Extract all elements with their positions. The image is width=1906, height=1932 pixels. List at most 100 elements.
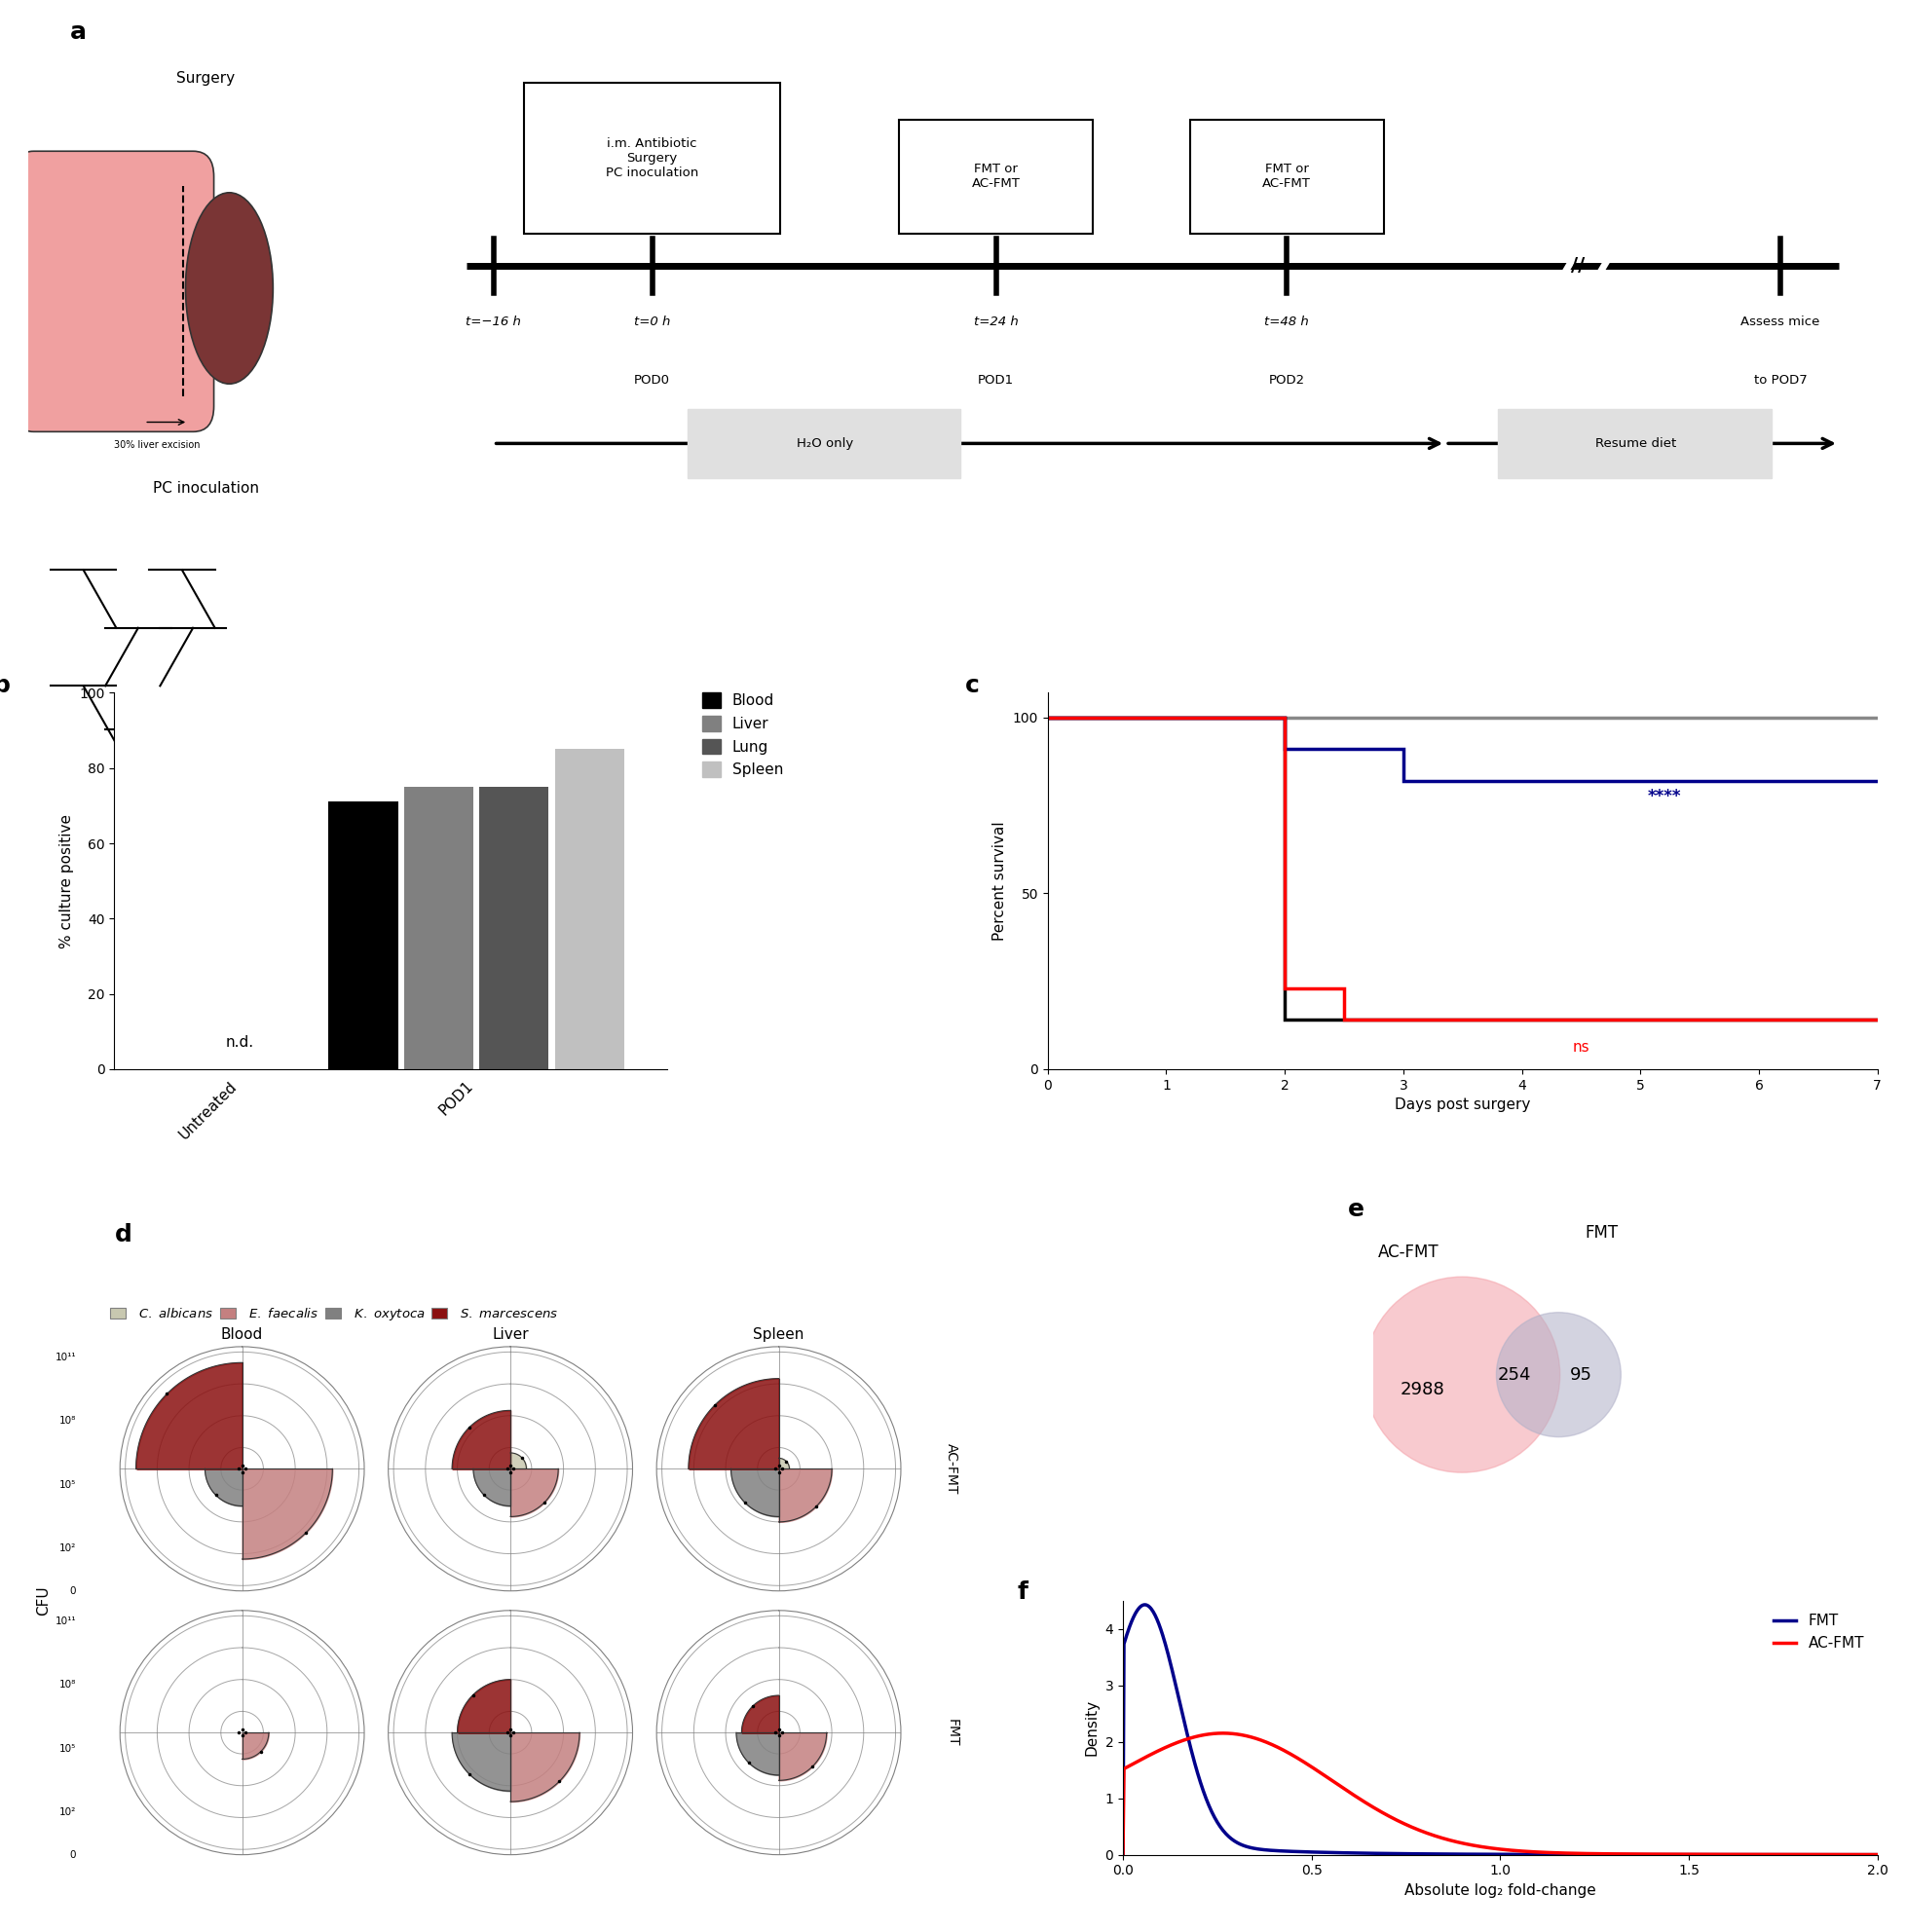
Text: POD0: POD0 [635, 375, 671, 386]
Text: t=0 h: t=0 h [635, 315, 671, 328]
FancyBboxPatch shape [524, 83, 780, 234]
Bar [328, 802, 398, 1068]
Text: 10⁵: 10⁵ [59, 1745, 76, 1754]
Y-axis label: Density: Density [1085, 1700, 1100, 1756]
Surgery + PC + FMT [1391, 769, 1414, 792]
Surgery + PC [1273, 1009, 1296, 1032]
Text: f: f [1018, 1580, 1027, 1604]
Text: AC-FMT: AC-FMT [1378, 1244, 1439, 1262]
Text: 0: 0 [71, 1586, 76, 1596]
Text: 10¹¹: 10¹¹ [55, 1617, 76, 1627]
AC-FMT [1111, 1843, 1134, 1866]
Surgery + PC [1866, 1009, 1889, 1032]
Text: 30% liver excision: 30% liver excision [114, 440, 200, 450]
Text: t=48 h: t=48 h [1264, 315, 1309, 328]
Text: t=24 h: t=24 h [974, 315, 1018, 328]
Text: PC inoculation: PC inoculation [152, 481, 259, 497]
AC-FMT [1866, 1843, 1889, 1866]
Text: FMT or
AC-FMT: FMT or AC-FMT [1262, 162, 1311, 191]
Text: ns: ns [1572, 1039, 1590, 1055]
FMT [1159, 1650, 1182, 1673]
Text: 10²: 10² [59, 1806, 76, 1818]
Surgery + PC + FMT [1866, 769, 1889, 792]
Text: b: b [0, 674, 10, 697]
FMT [1134, 1594, 1157, 1617]
FMT [1763, 1843, 1786, 1866]
AC-FMT [1551, 1841, 1574, 1864]
Text: 2988: 2988 [1401, 1381, 1445, 1399]
Title: Liver: Liver [492, 1327, 528, 1341]
Text: POD1: POD1 [978, 375, 1014, 386]
FancyBboxPatch shape [900, 120, 1092, 234]
Surgery + PC + AC-FMT [1037, 705, 1060, 728]
Text: 10⁵: 10⁵ [59, 1480, 76, 1490]
Text: Assess mice: Assess mice [1740, 315, 1820, 328]
X-axis label: Absolute log₂ fold-change: Absolute log₂ fold-change [1405, 1884, 1595, 1897]
FMT [1551, 1843, 1574, 1866]
Surgery + PC + FMT [1273, 705, 1296, 728]
FMT [1593, 1843, 1616, 1866]
Text: c: c [964, 674, 980, 697]
Surgery + PC + AC-FMT [1273, 978, 1296, 1001]
Ellipse shape [185, 193, 273, 384]
Circle shape [1496, 1312, 1620, 1437]
FancyBboxPatch shape [13, 151, 213, 431]
Text: POD2: POD2 [1269, 375, 1306, 386]
AC-FMT [1763, 1843, 1786, 1866]
FancyBboxPatch shape [688, 410, 961, 477]
Surgery + PC + AC-FMT [1866, 1009, 1889, 1032]
FancyBboxPatch shape [1189, 120, 1384, 234]
Text: 10¹¹: 10¹¹ [55, 1352, 76, 1362]
Text: FMT: FMT [1586, 1223, 1618, 1240]
Text: 10²: 10² [59, 1544, 76, 1553]
Surgery + PC + FMT [1037, 705, 1060, 728]
Text: ****: **** [1647, 788, 1681, 806]
Text: Surgery: Surgery [177, 71, 234, 85]
FancyBboxPatch shape [1498, 410, 1773, 477]
Title: Blood: Blood [221, 1327, 263, 1341]
Text: 10⁸: 10⁸ [59, 1681, 76, 1690]
Text: CFU: CFU [36, 1586, 51, 1615]
FMT [1111, 1843, 1134, 1866]
Surgery + PC + FMT [1391, 738, 1414, 761]
Bar [555, 750, 625, 1068]
AC-FMT [1685, 1843, 1708, 1866]
Surgery + PC [1273, 705, 1296, 728]
AC-FMT [1157, 1735, 1180, 1758]
Text: 0: 0 [71, 1849, 76, 1861]
Y-axis label: % culture positive: % culture positive [59, 813, 74, 949]
AC-FMT [1593, 1843, 1616, 1866]
Surgery + PC + AC-FMT [1332, 1009, 1355, 1032]
Legend: Blood, Liver, Lung, Spleen: Blood, Liver, Lung, Spleen [703, 694, 783, 777]
Line: AC-FMT: AC-FMT [1123, 1733, 1877, 1855]
Bar [480, 786, 549, 1068]
Text: a: a [71, 19, 88, 43]
Text: i.m. Antibiotic
Surgery
PC inoculation: i.m. Antibiotic Surgery PC inoculation [606, 137, 698, 180]
Surgery + PC [1037, 705, 1060, 728]
X-axis label: Days post surgery: Days post surgery [1395, 1097, 1531, 1113]
Title: Spleen: Spleen [753, 1327, 804, 1341]
Legend:   $\it{C.\ albicans}$,   $\it{E.\ faecalis}$,   $\it{K.\ oxytoca}$,   $\it{S.\ m: $\it{C.\ albicans}$, $\it{E.\ faecalis}$… [105, 1302, 564, 1327]
AC-FMT [1212, 1721, 1235, 1745]
Text: Resume diet: Resume diet [1595, 437, 1677, 450]
Line: Surgery + PC + AC-FMT: Surgery + PC + AC-FMT [1048, 717, 1877, 1020]
Line: Surgery + PC: Surgery + PC [1048, 717, 1877, 1020]
Text: e: e [1348, 1198, 1365, 1221]
Bar [404, 786, 473, 1068]
Line: Surgery + PC + FMT: Surgery + PC + FMT [1048, 717, 1877, 781]
Text: FMT: FMT [945, 1719, 959, 1747]
Line: FMT: FMT [1123, 1605, 1877, 1855]
Text: t=−16 h: t=−16 h [465, 315, 520, 328]
Text: H₂O only: H₂O only [797, 437, 854, 450]
Text: 95: 95 [1571, 1366, 1593, 1383]
Surgery + PC + AC-FMT [1332, 978, 1355, 1001]
Y-axis label: Percent survival: Percent survival [993, 821, 1006, 941]
FMT [1866, 1843, 1889, 1866]
Text: to POD7: to POD7 [1754, 375, 1807, 386]
Surgery + PC + FMT [1273, 738, 1296, 761]
Legend: FMT, AC-FMT: FMT, AC-FMT [1769, 1607, 1870, 1656]
AC-FMT [1571, 1841, 1593, 1864]
Legend: Surgery, Surgery + PC, Surgery + PC + FMT, Surgery + PC + AC-FMT: Surgery, Surgery + PC, Surgery + PC + FM… [1902, 694, 1906, 784]
FMT [1571, 1843, 1593, 1866]
Surgery + PC + AC-FMT [1273, 705, 1296, 728]
